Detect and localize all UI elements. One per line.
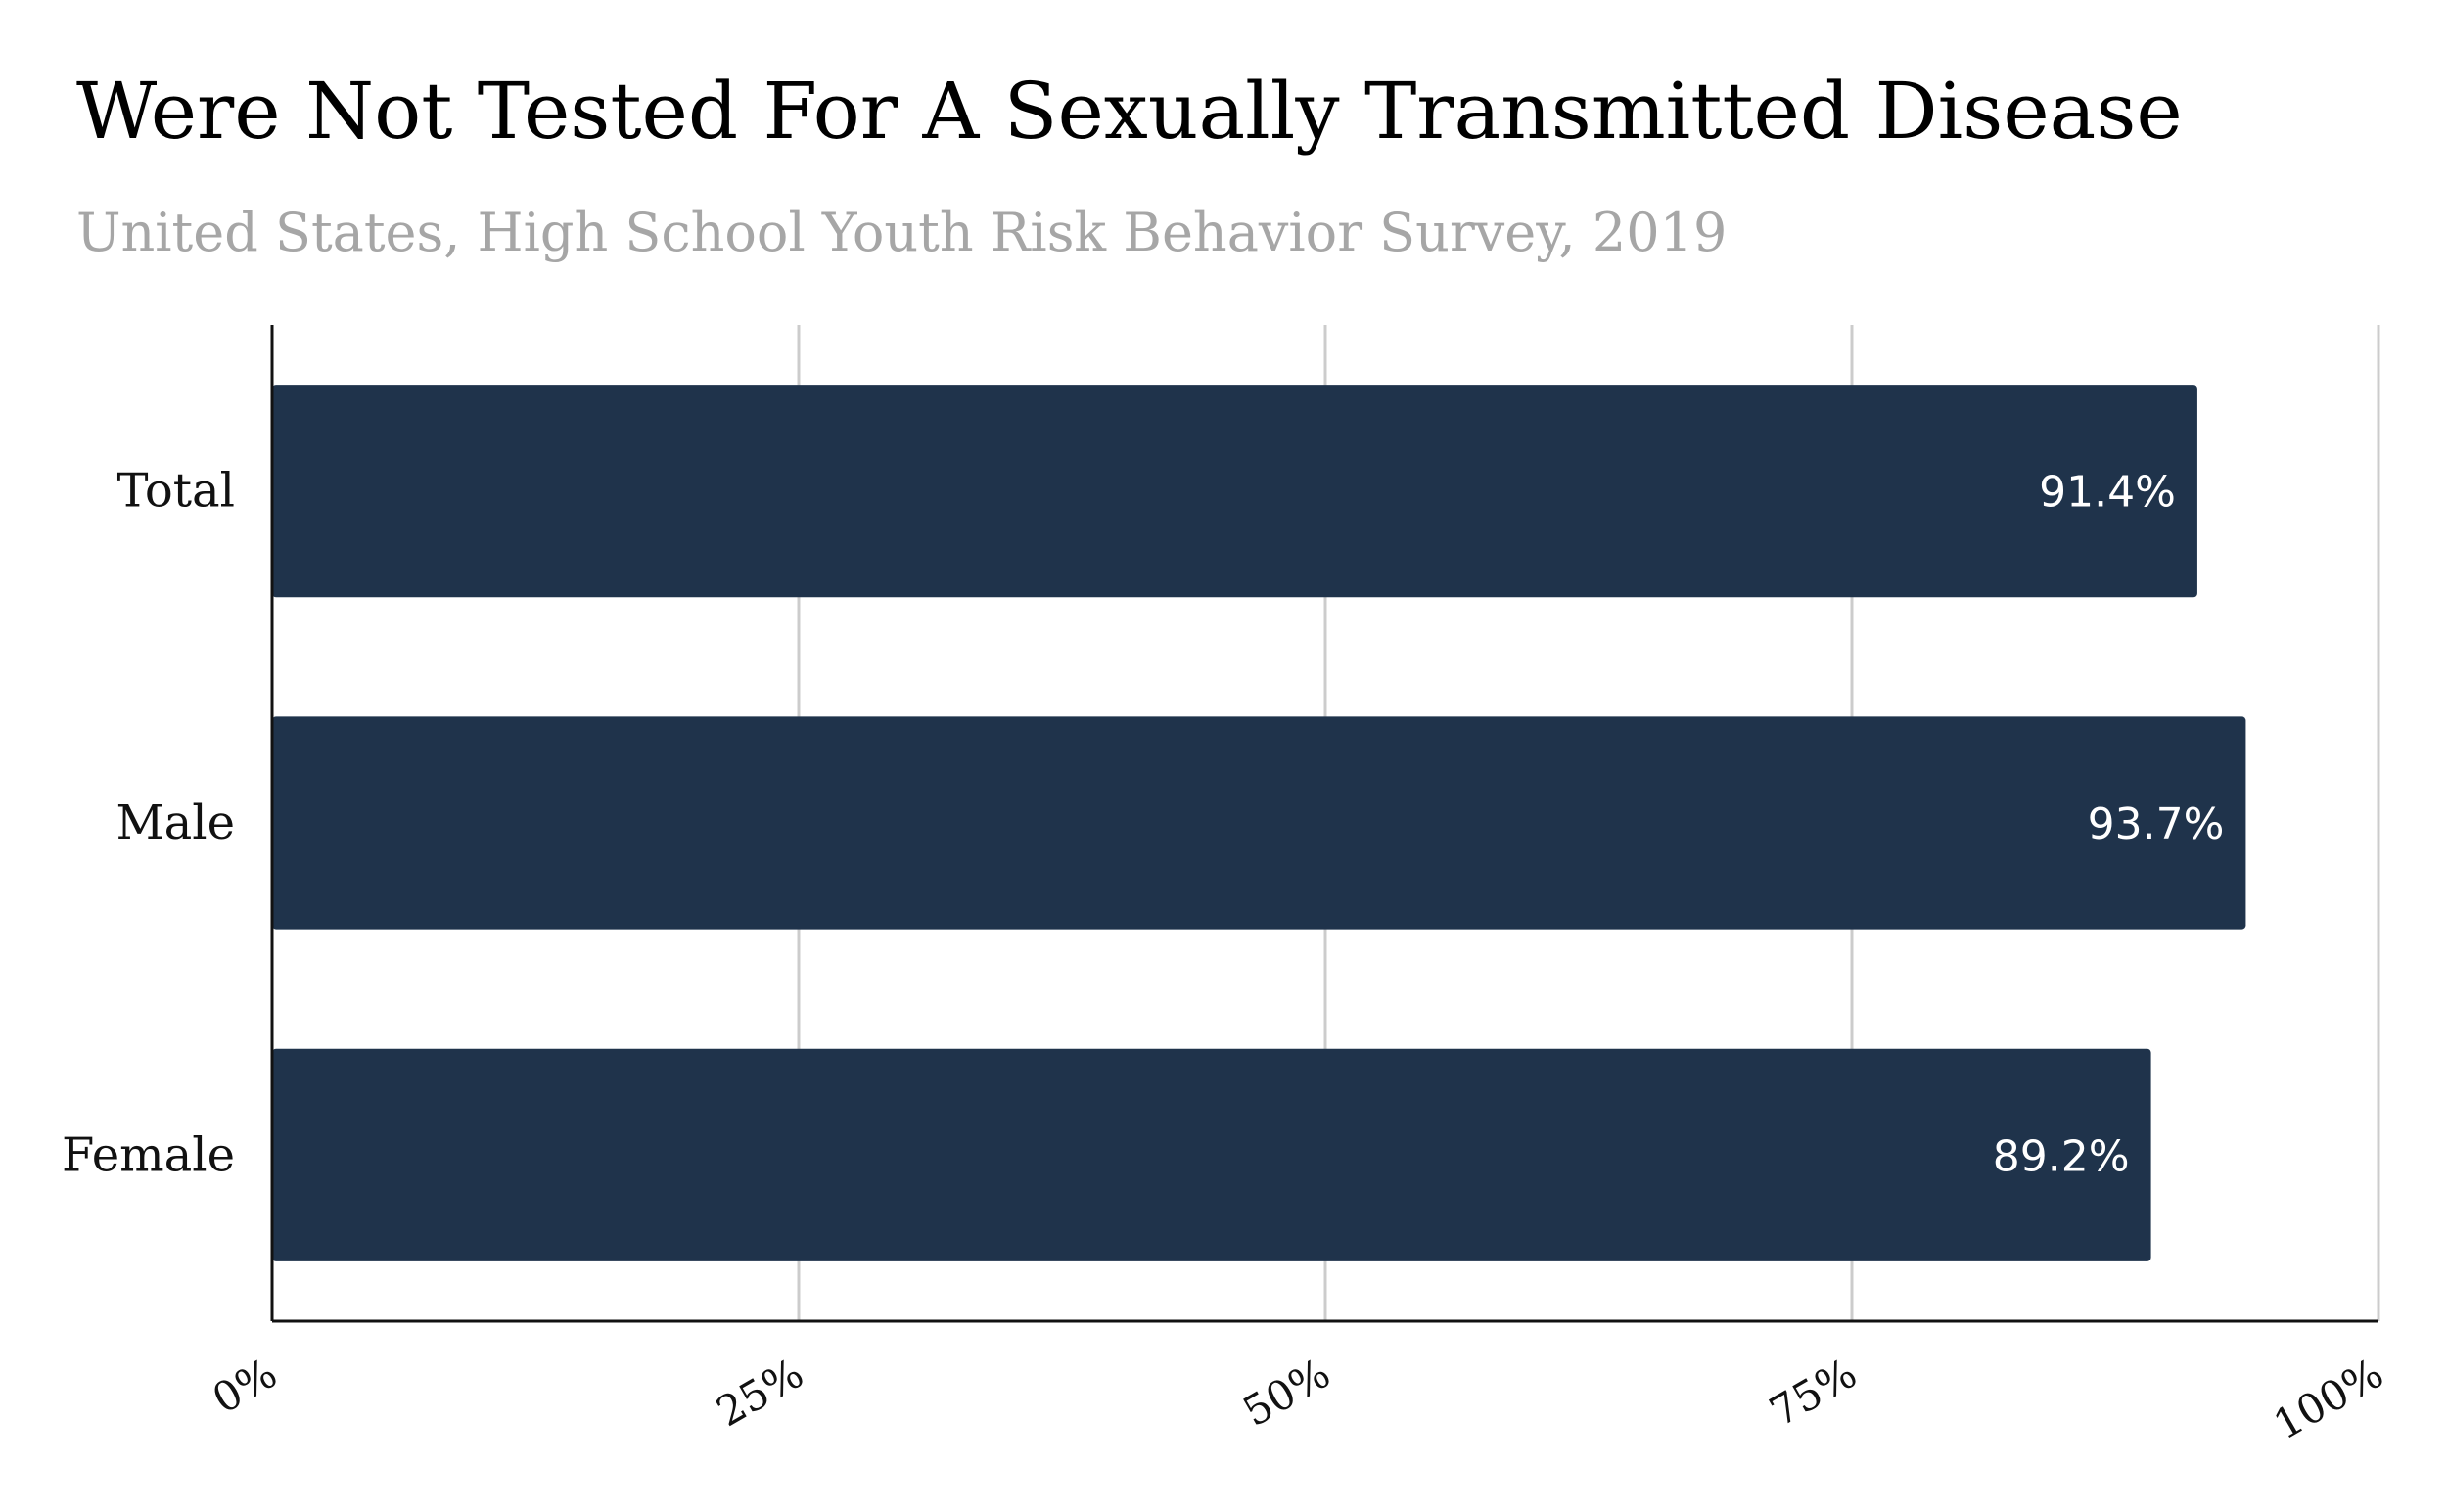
bars — [272, 385, 2246, 1261]
chart-title: Were Not Tested For A Sexually Transmitt… — [76, 66, 2183, 157]
bar-total — [272, 385, 2197, 598]
x-tick-label: 25% — [709, 1349, 811, 1436]
value-label: 91.4% — [2039, 468, 2176, 518]
x-tick-label: 0% — [205, 1349, 285, 1423]
category-label: Total — [117, 464, 235, 519]
chart-subtitle: United States, High School Youth Risk Be… — [76, 202, 1728, 263]
axes — [270, 325, 2378, 1323]
value-label: 89.2% — [1993, 1131, 2130, 1181]
category-label: Female — [62, 1127, 235, 1182]
bar-female — [272, 1048, 2151, 1261]
value-label: 93.7% — [2088, 800, 2225, 849]
x-tick-label: 100% — [2266, 1349, 2391, 1448]
labels: 0% 25% 50% 75% 100% Total 91.4% Male 93.7% Female… — [62, 464, 2391, 1449]
category-label: Male — [115, 796, 235, 850]
x-tick-label: 50% — [1235, 1349, 1338, 1436]
bar-male — [272, 716, 2246, 930]
x-tick-label: 75% — [1762, 1349, 1865, 1436]
